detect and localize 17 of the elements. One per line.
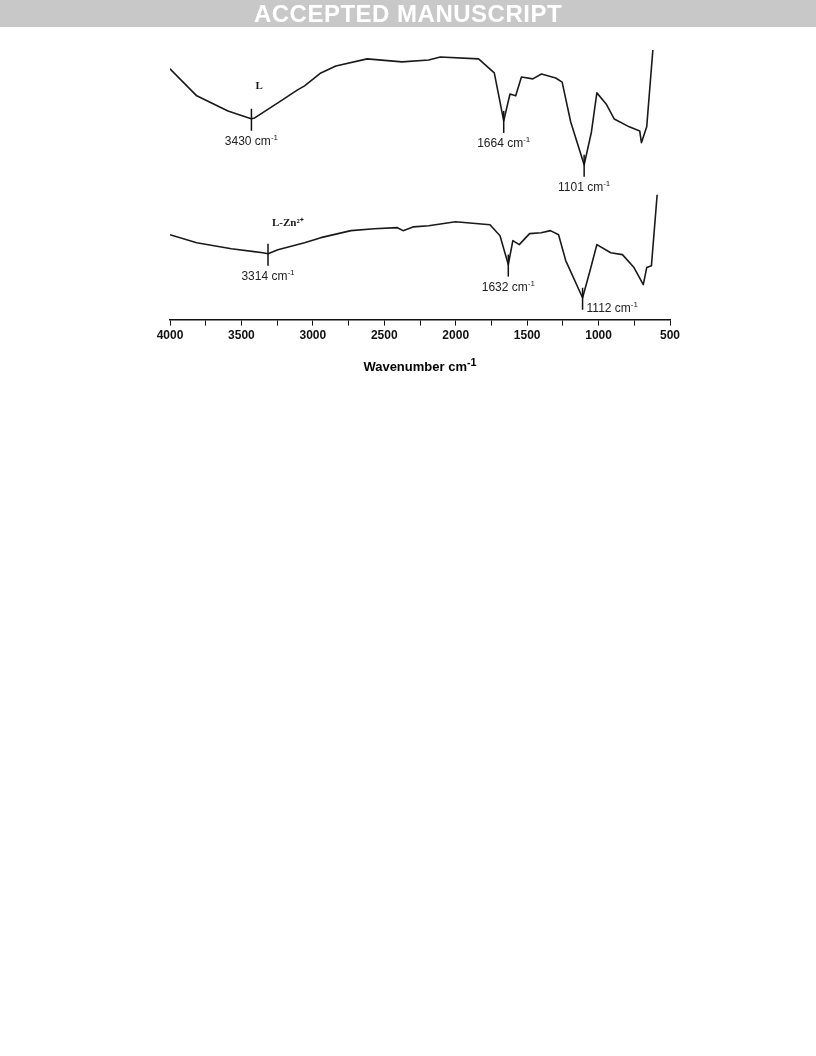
series-label: L-Zn²⁺ (272, 214, 304, 229)
annotation: 1112 cm$^{-1}$ (586, 299, 638, 315)
x-tick-label: 4000 (156, 328, 184, 343)
annotation: 1664 cm$^{-1}$ (477, 134, 531, 150)
x-tick-label: 3500 (228, 328, 256, 343)
x-tick-label: 2000 (442, 328, 470, 343)
annotation: 1632 cm$^{-1}$ (481, 278, 535, 294)
x-tick-label: 500 (659, 328, 681, 343)
x-tick-label: 1000 (585, 328, 613, 343)
annotation: 1101 cm$^{-1}$ (558, 178, 611, 194)
x-axis-title: Wavenumber cm$^{-1}$ (362, 356, 478, 375)
x-tick-label: 1500 (513, 328, 541, 343)
x-tick-label: 3000 (299, 328, 327, 343)
annotation: 3430 cm$^{-1}$ (224, 132, 278, 148)
series-label: L (255, 78, 263, 91)
x-tick-label: 2500 (370, 328, 398, 343)
annotation: 3314 cm$^{-1}$ (241, 267, 295, 283)
